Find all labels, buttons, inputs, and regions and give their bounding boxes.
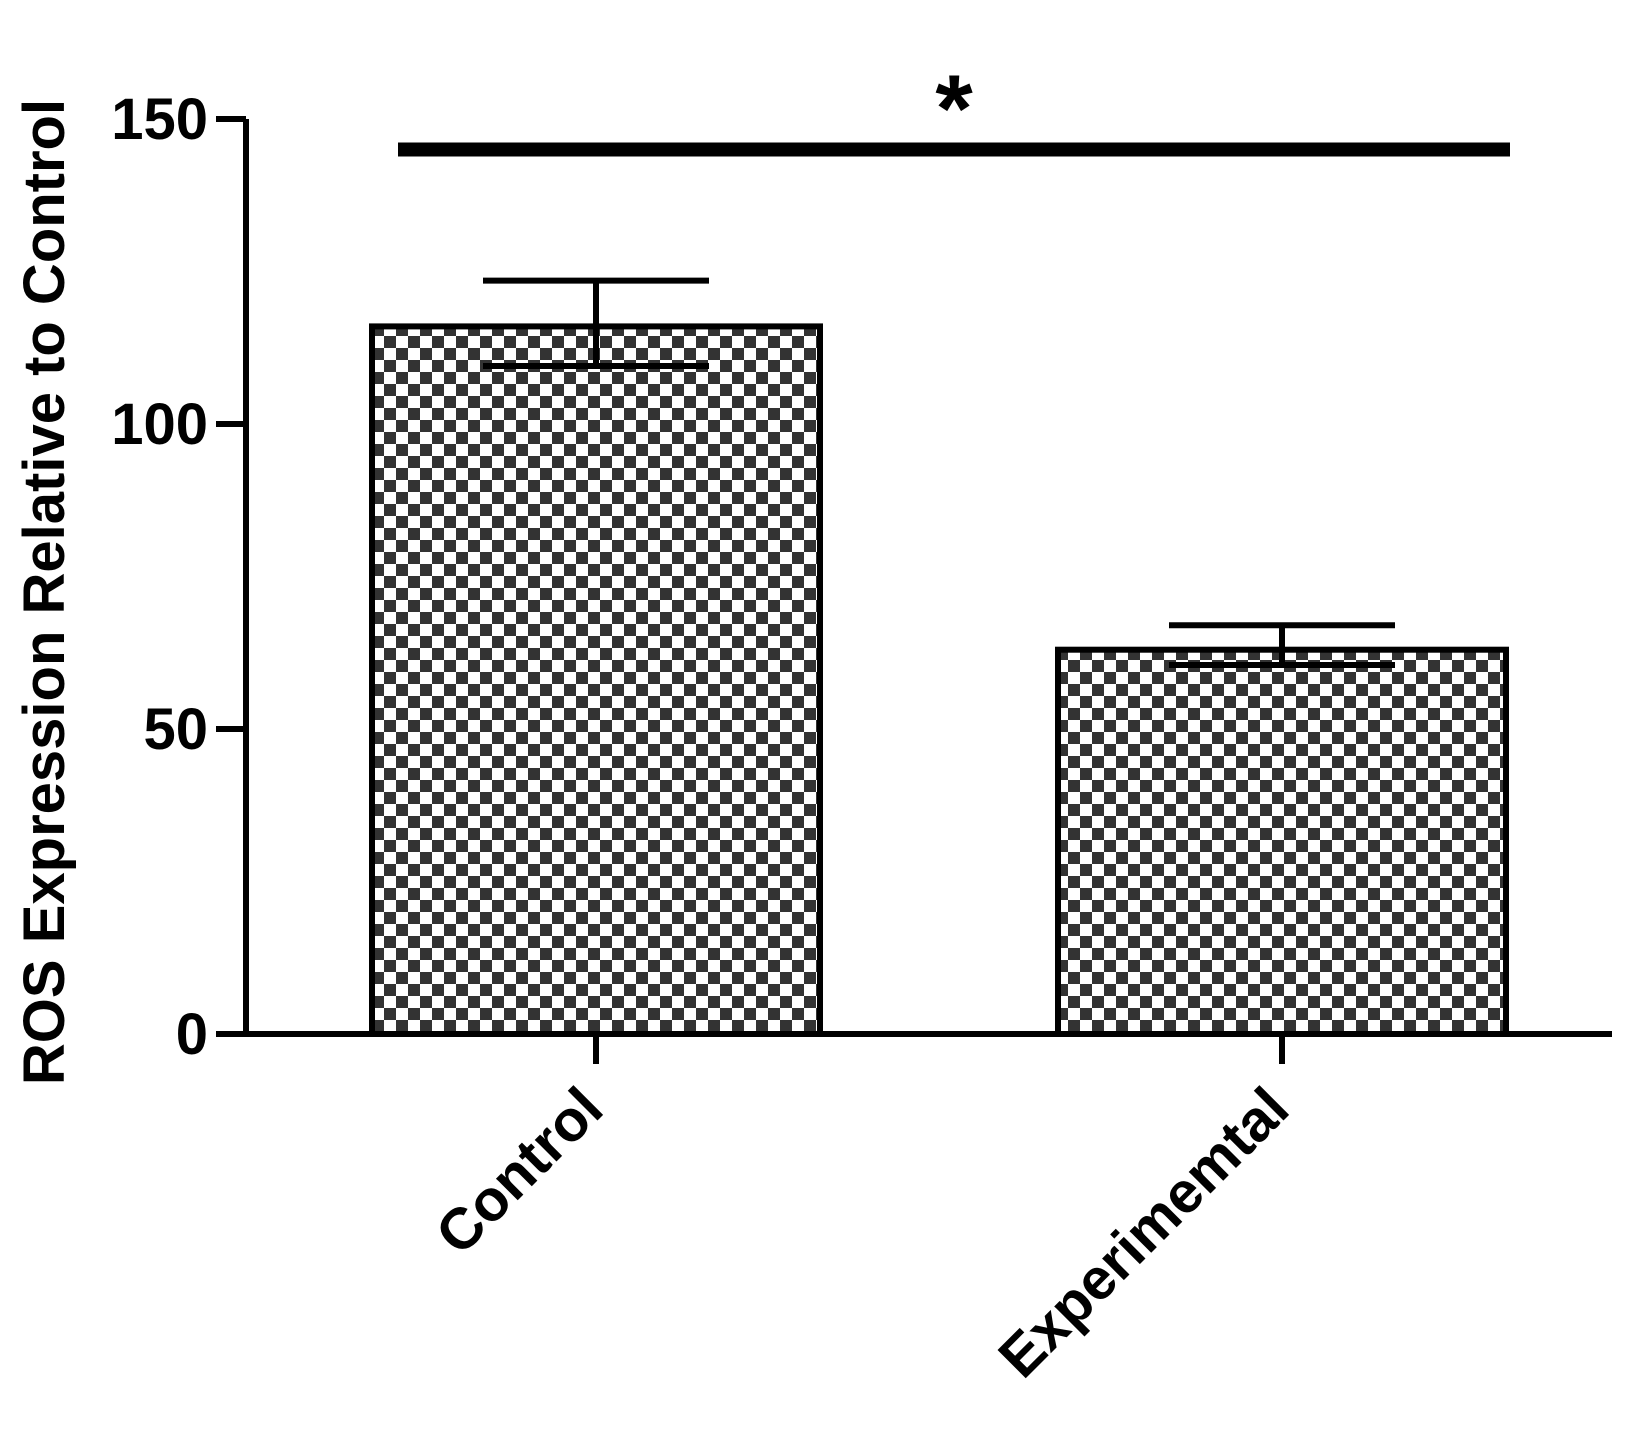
y-tick-label: 150 xyxy=(111,87,208,152)
bar-control xyxy=(369,323,823,1037)
y-tick-label: 100 xyxy=(111,392,208,457)
y-ticks: 0 50 100 150 xyxy=(111,87,246,1067)
x-tick-label-control: Control xyxy=(423,1075,615,1267)
bars xyxy=(369,323,1509,1037)
x-ticks: Control Experimemtal xyxy=(423,1034,1301,1390)
error-bar-experimemtal xyxy=(1169,622,1395,668)
bar-experimemtal xyxy=(1055,646,1509,1037)
significance-annotation: * xyxy=(398,56,1510,163)
y-axis-title: ROS Expression Relative to Control xyxy=(12,99,77,1085)
error-bars xyxy=(483,277,1395,668)
y-tick-label: 50 xyxy=(143,697,208,762)
significance-star: * xyxy=(935,56,973,163)
x-tick-label-experimemtal: Experimemtal xyxy=(986,1075,1301,1390)
y-tick-label: 0 xyxy=(176,1002,208,1067)
error-bar-control xyxy=(483,277,709,370)
